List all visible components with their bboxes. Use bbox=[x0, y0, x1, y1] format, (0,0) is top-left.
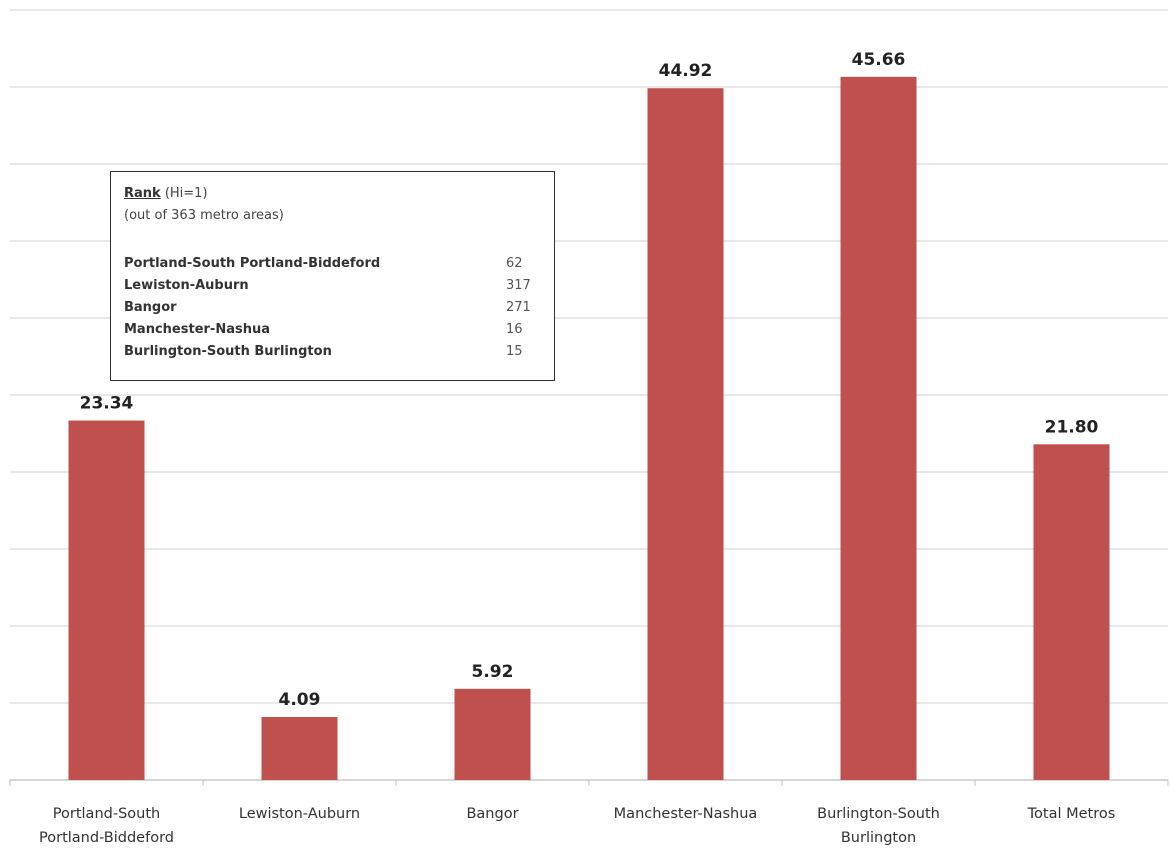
category-label: Burlington-South bbox=[817, 806, 940, 822]
category-label: Lewiston-Auburn bbox=[239, 806, 360, 822]
bar-value-label: 21.80 bbox=[1045, 417, 1099, 437]
legend-rank-label: Rank bbox=[124, 186, 161, 201]
legend-subtitle: (out of 363 metro areas) bbox=[124, 208, 284, 223]
legend-row-value: 62 bbox=[506, 256, 523, 271]
legend-row: Bangor 271 bbox=[124, 300, 544, 320]
bar-value-label: 5.92 bbox=[472, 662, 514, 682]
legend-row-name: Lewiston-Auburn bbox=[124, 278, 249, 293]
gridlines bbox=[9, 9, 1169, 786]
category-label: Bangor bbox=[466, 806, 518, 822]
legend-row: Burlington-South Burlington 15 bbox=[124, 344, 544, 364]
bar bbox=[647, 88, 724, 781]
legend-row: Lewiston-Auburn 317 bbox=[124, 278, 544, 298]
legend-row-value: 317 bbox=[506, 278, 531, 293]
bars bbox=[68, 76, 1110, 781]
bar bbox=[261, 717, 338, 780]
bar-value-label: 45.66 bbox=[852, 50, 906, 70]
legend-row: Portland-South Portland-Biddeford 62 bbox=[124, 256, 544, 276]
category-labels: Portland-South Portland-Biddeford Lewiston… bbox=[39, 806, 1115, 846]
legend-row-value: 16 bbox=[506, 322, 523, 337]
legend-row-name: Bangor bbox=[124, 300, 177, 315]
bar bbox=[454, 688, 531, 780]
rank-legend-box: Rank (Hi=1) (out of 363 metro areas) Por… bbox=[110, 171, 555, 381]
legend-row-value: 271 bbox=[506, 300, 531, 315]
legend-rank-suffix: (Hi=1) bbox=[164, 186, 208, 201]
legend-row-name: Portland-South Portland-Biddeford bbox=[124, 256, 381, 271]
category-label: Total Metros bbox=[1027, 806, 1116, 822]
legend-row-name: Burlington-South Burlington bbox=[124, 344, 332, 359]
bar bbox=[1033, 444, 1110, 780]
legend-heading: Rank (Hi=1) bbox=[124, 186, 208, 201]
bar bbox=[68, 420, 145, 780]
value-labels: 23.34 4.09 5.92 44.92 45.66 21.80 bbox=[80, 50, 1099, 710]
legend-row-name: Manchester-Nashua bbox=[124, 322, 270, 337]
category-label: Manchester-Nashua bbox=[614, 806, 758, 822]
category-label: Portland-South bbox=[53, 806, 160, 822]
bar-value-label: 4.09 bbox=[279, 690, 321, 710]
legend-row-value: 15 bbox=[506, 344, 523, 359]
bar-value-label: 44.92 bbox=[659, 61, 713, 81]
category-label: Burlington bbox=[841, 830, 916, 846]
category-label: Portland-Biddeford bbox=[39, 830, 174, 846]
legend-row: Manchester-Nashua 16 bbox=[124, 322, 544, 342]
bar bbox=[840, 76, 917, 780]
bar-value-label: 23.34 bbox=[80, 394, 134, 414]
